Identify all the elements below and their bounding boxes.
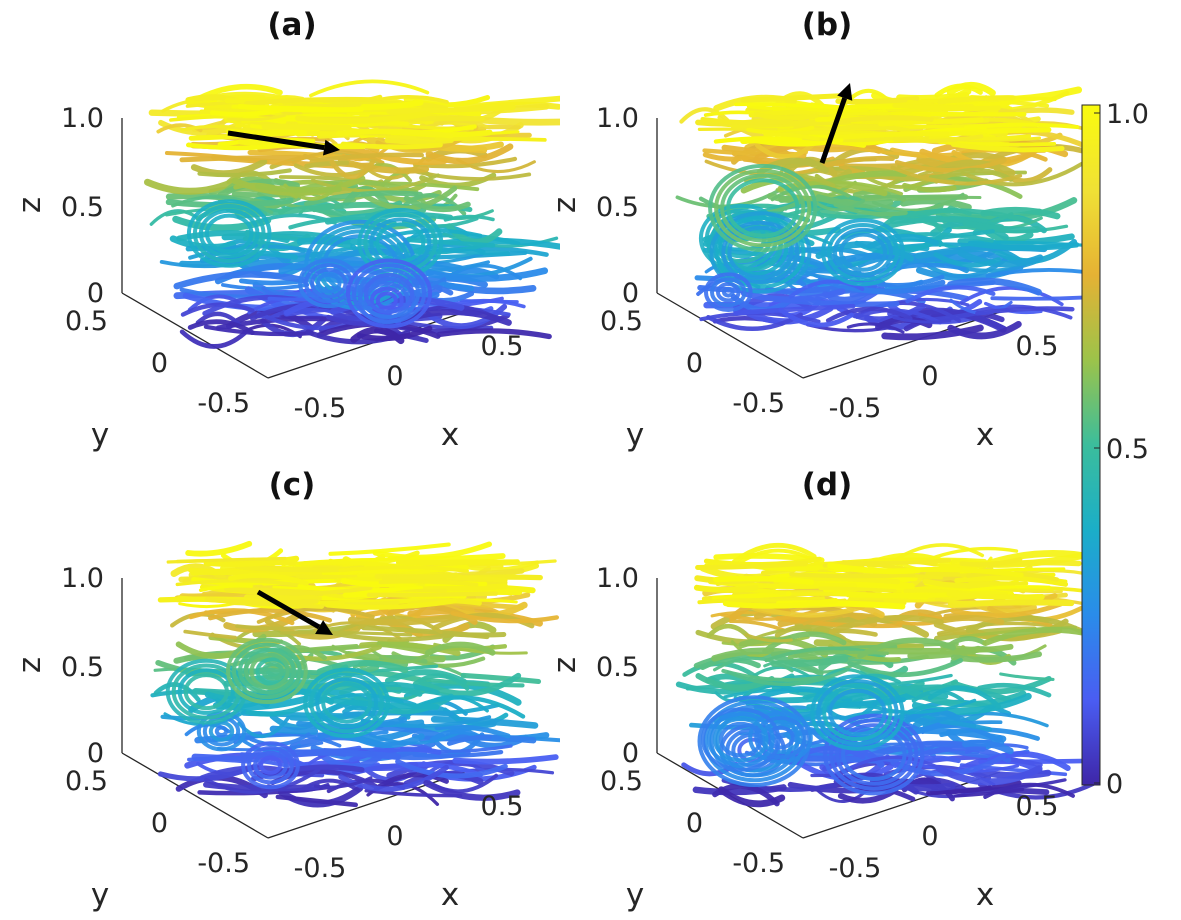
z-tick-label: 0.5 — [596, 652, 639, 683]
z-tick-label: 1.0 — [596, 103, 639, 134]
y-tick-label: 0 — [151, 348, 168, 379]
x-tick-label: -0.5 — [829, 393, 882, 424]
colorbar-tick-label: 1.0 — [1106, 99, 1149, 130]
streamline-volume — [150, 540, 560, 808]
z-axis-label: z — [12, 657, 48, 673]
y-tick-label: -0.5 — [197, 388, 250, 419]
x-tick-label: 0 — [386, 821, 403, 852]
streamline-volume — [143, 79, 560, 349]
streamline-volume — [675, 82, 1095, 341]
y-axis-label: y — [91, 877, 109, 913]
x-tick-label: 0 — [386, 361, 403, 392]
z-tick-label: 0 — [622, 278, 639, 309]
y-tick-label: 0.5 — [600, 766, 643, 797]
y-axis-label: y — [91, 417, 109, 453]
z-tick-label: 0.5 — [61, 192, 104, 223]
x-axis-label: x — [441, 877, 459, 913]
x-tick-label: 0 — [921, 821, 938, 852]
z-tick-label: 0.5 — [61, 652, 104, 683]
z-tick-label: 0 — [87, 278, 104, 309]
panel-svg: (d)00.51.00.50-0.5 -0.500.5zy x — [547, 467, 1095, 913]
x-tick-label: 0.5 — [481, 791, 524, 822]
y-tick-label: 0 — [151, 808, 168, 839]
y-tick-label: 0.5 — [65, 306, 108, 337]
y-tick-label: 0.5 — [65, 766, 108, 797]
x-axis-label: x — [976, 877, 994, 913]
x-axis-label: x — [441, 417, 459, 453]
y-tick-label: 0 — [686, 808, 703, 839]
axes-lines — [121, 118, 466, 379]
colorbar-tick-label: 0.5 — [1106, 434, 1149, 465]
mean-flow-arrow — [256, 589, 333, 635]
z-axis-label: z — [12, 197, 48, 213]
z-tick-label: 0.5 — [596, 192, 639, 223]
panel-title: (a) — [267, 7, 316, 43]
panel-title: (b) — [802, 7, 853, 43]
panel-a: (a) 0 0.5 1.0 0.5 0 -0.5 -0.5 0 0.5 z y x — [0, 0, 560, 460]
mean-flow-arrow — [227, 130, 340, 156]
x-tick-label: -0.5 — [294, 393, 347, 424]
y-tick-label: -0.5 — [732, 848, 785, 879]
z-tick-label: 1.0 — [61, 103, 104, 134]
z-tick-label: 1.0 — [61, 563, 104, 594]
z-tick-label: 1.0 — [596, 563, 639, 594]
streamline-volume — [675, 543, 1095, 808]
x-tick-label: -0.5 — [829, 853, 882, 884]
x-tick-label: -0.5 — [294, 853, 347, 884]
colorbar-svg: 0 0.5 1.0 — [1081, 99, 1149, 795]
panel-svg: (b)00.51.00.50-0.5 -0.500.5zy x — [547, 7, 1095, 453]
colorbar-gradient — [1081, 104, 1101, 786]
y-axis-label: y — [626, 417, 644, 453]
z-tick-label: 0 — [87, 738, 104, 769]
z-axis-label: z — [547, 657, 583, 673]
x-tick-label: 0.5 — [1016, 331, 1059, 362]
panel-c: (c) 0 0.5 1.0 0.5 0 -0.5 -0.5 0 0.5 z y x — [0, 460, 560, 920]
y-tick-label: 0.5 — [600, 306, 643, 337]
x-tick-label: 0.5 — [1016, 791, 1059, 822]
x-tick-label: 0.5 — [481, 331, 524, 362]
colorbar: 0 0.5 1.0 — [1070, 95, 1180, 795]
x-tick-label: 0 — [921, 361, 938, 392]
panel-title: (c) — [269, 467, 316, 503]
panel-svg: (a)00.51.00.50-0.5 -0.500.5zy x — [12, 7, 560, 453]
axes-lines — [656, 118, 1001, 379]
z-tick-label: 0 — [622, 738, 639, 769]
panel-b: (b) 0 0.5 1.0 0.5 0 -0.5 -0.5 0 0.5 z y x — [535, 0, 1095, 460]
x-axis-label: x — [976, 417, 994, 453]
z-axis-label: z — [547, 197, 583, 213]
y-tick-label: -0.5 — [197, 848, 250, 879]
y-axis-label: y — [626, 877, 644, 913]
colorbar-tick-label: 0 — [1106, 769, 1123, 795]
y-tick-label: -0.5 — [732, 388, 785, 419]
panel-d: (d) 0 0.5 1.0 0.5 0 -0.5 -0.5 0 0.5 z y x — [535, 460, 1095, 920]
panel-svg: (c)00.51.00.50-0.5 -0.500.5zy x — [12, 467, 560, 913]
panel-title: (d) — [802, 467, 853, 503]
y-tick-label: 0 — [686, 348, 703, 379]
mean-flow-arrow — [819, 83, 853, 164]
